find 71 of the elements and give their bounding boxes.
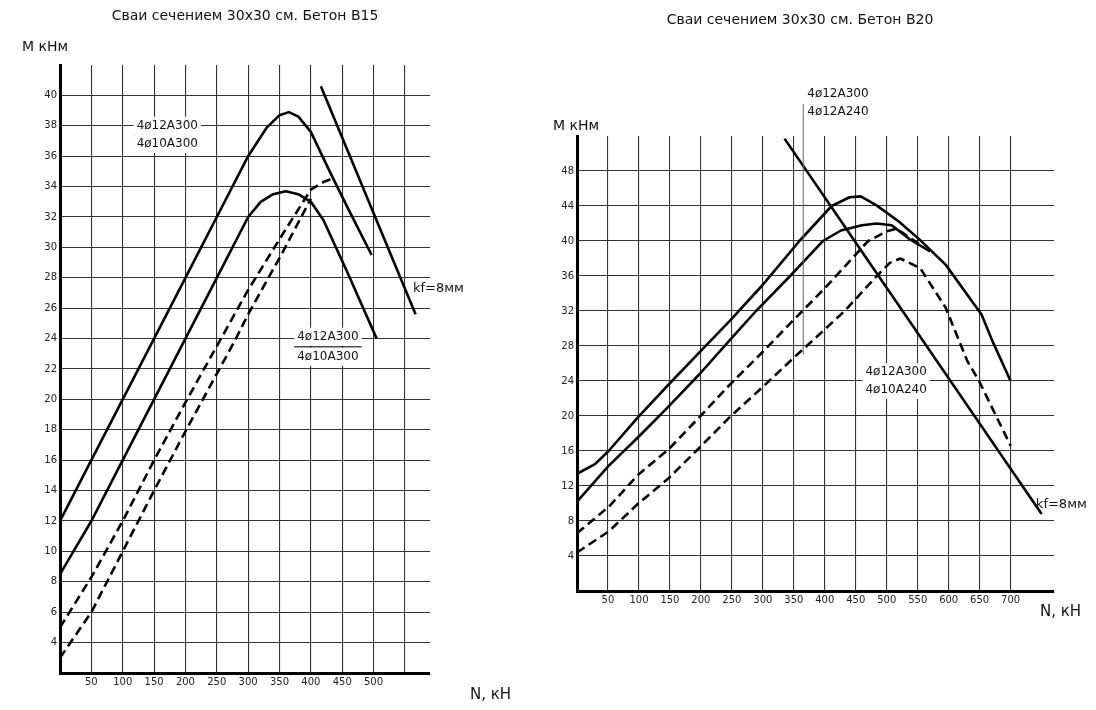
x-tick-label: 450 [846, 593, 866, 605]
y-tick-label: 10 [44, 544, 57, 556]
x-tick-label: 150 [660, 593, 680, 605]
x-tick-label: 100 [629, 593, 649, 605]
y-tick-label: 32 [44, 210, 57, 222]
annotation: 4ø10A300 [297, 348, 359, 363]
x-tick-label: 500 [364, 675, 384, 687]
y-axis-title: M кНм [22, 37, 69, 54]
x-tick-label: 350 [784, 593, 804, 605]
x-tick-label: 300 [238, 675, 258, 687]
x-tick-label: 600 [939, 593, 959, 605]
y-tick-label: 28 [561, 339, 574, 351]
y-tick-label: 20 [44, 392, 57, 404]
x-tick-label: 500 [877, 593, 897, 605]
x-tick-label: 200 [691, 593, 711, 605]
chart-title: Сваи сечением 30x30 см. Бетон В15 [111, 6, 379, 23]
y-tick-label: 26 [44, 301, 57, 313]
annotation: kf=8мм [412, 279, 464, 295]
y-tick-label: 18 [44, 423, 57, 435]
y-tick-label: 12 [561, 479, 574, 491]
y-tick-label: 34 [44, 180, 57, 192]
text: 4ø12A240 [807, 104, 869, 119]
y-tick-label: 36 [561, 269, 574, 281]
text: 4ø12A300 [807, 86, 869, 101]
y-tick-label: 24 [44, 332, 57, 344]
x-tick-label: 300 [753, 593, 773, 605]
y-tick-label: 16 [561, 444, 574, 456]
y-tick-label: 32 [561, 304, 574, 316]
x-tick-label: 150 [144, 675, 164, 687]
y-tick-label: 4 [50, 636, 57, 648]
x-tick-label: 350 [269, 675, 290, 687]
y-tick-label: 40 [561, 234, 574, 246]
y-tick-label: 22 [44, 362, 57, 374]
x-axis-title: N, кН [470, 684, 512, 703]
annotation: 4ø12A300 [136, 117, 198, 132]
x-tick-label: 450 [332, 675, 352, 687]
x-tick-label: 700 [1001, 593, 1021, 605]
annotation: 4ø10A300 [136, 136, 198, 151]
y-tick-label: 48 [561, 164, 574, 176]
annotation: 4ø12A300 [297, 328, 359, 343]
y-axis-title: M кНм [553, 116, 600, 133]
y-tick-label: 4 [567, 549, 574, 561]
x-tick-label: 250 [207, 675, 227, 687]
y-tick-label: 12 [44, 514, 57, 526]
x-tick-label: 100 [113, 675, 133, 687]
x-tick-label: 50 [84, 675, 98, 687]
y-tick-label: 36 [44, 149, 57, 161]
y-tick-label: 16 [44, 453, 57, 465]
annotation: 4ø12A300 [865, 364, 927, 379]
y-tick-label: 30 [44, 240, 57, 252]
x-tick-label: 650 [970, 593, 990, 605]
chart-title: Сваи сечением 30x30 см. Бетон В20 [666, 10, 934, 27]
y-tick-label: 8 [567, 514, 574, 526]
x-tick-label: 400 [301, 675, 321, 687]
x-tick-label: 550 [908, 593, 928, 605]
annotation: 4ø10A240 [865, 382, 927, 397]
y-tick-label: 14 [44, 484, 57, 496]
y-tick-label: 24 [561, 374, 574, 386]
y-tick-label: 44 [561, 199, 574, 211]
x-tick-label: 400 [815, 593, 835, 605]
x-tick-label: 250 [722, 593, 742, 605]
annotation: kf=8мм [1035, 495, 1087, 511]
y-tick-label: 8 [50, 575, 57, 587]
y-tick-label: 38 [44, 119, 57, 131]
y-tick-label: 20 [561, 409, 574, 421]
y-tick-label: 6 [50, 605, 57, 617]
x-tick-label: 200 [175, 675, 195, 687]
y-tick-label: 40 [44, 88, 57, 100]
x-tick-label: 50 [601, 593, 615, 605]
x-axis-title: N, кН [1040, 601, 1082, 620]
y-tick-label: 28 [44, 271, 57, 283]
